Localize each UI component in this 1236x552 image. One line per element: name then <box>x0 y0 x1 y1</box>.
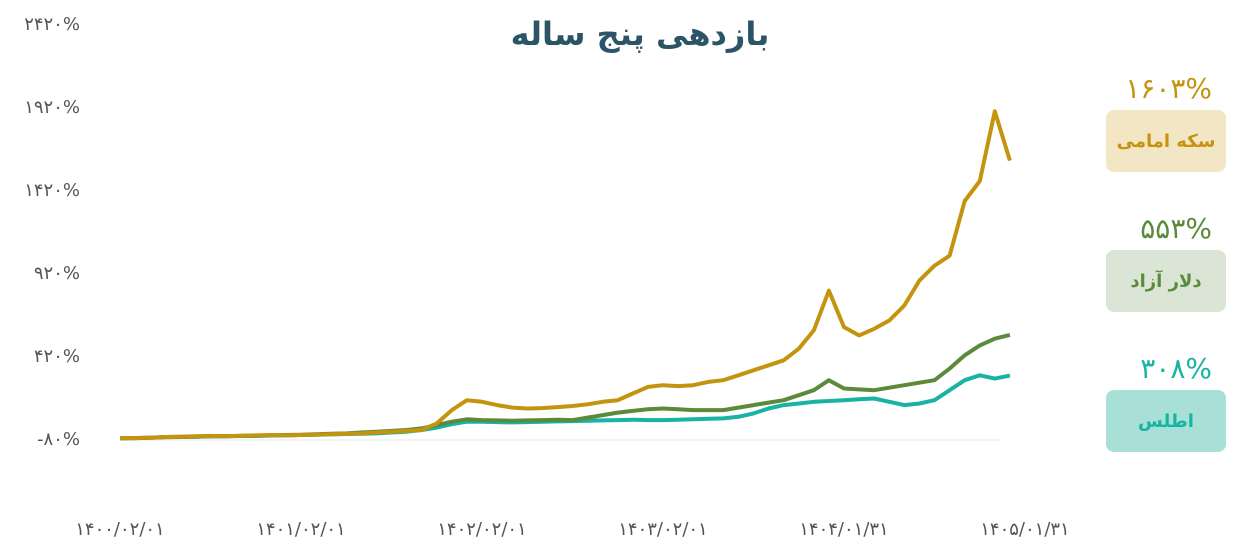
y-tick-label: ۲۴۲۰% <box>24 14 80 35</box>
end-value-label: ۱۶۰۳% <box>1125 72 1212 105</box>
chart-title: بازدهی پنج ساله <box>511 15 770 53</box>
legend-box <box>1106 390 1226 452</box>
legend-label: سکه امامی <box>1117 131 1216 152</box>
y-tick-label: -۸۰% <box>37 429 80 450</box>
x-tick-label: ۱۴۰۵/۰۱/۳۱ <box>980 519 1069 540</box>
x-tick-label: ۱۴۰۰/۰۲/۰۱ <box>75 519 164 540</box>
y-tick-label: ۹۲۰% <box>34 263 80 284</box>
y-tick-label: ۱۹۲۰% <box>24 97 80 118</box>
end-value-label: ۳۰۸% <box>1140 352 1212 385</box>
legend-box <box>1106 250 1226 312</box>
series-line <box>119 109 1012 441</box>
legend-label: دلار آزاد <box>1130 269 1201 292</box>
legend-label: اطلس <box>1138 411 1194 432</box>
x-tick-label: ۱۴۰۴/۰۱/۳۱ <box>799 519 888 540</box>
x-tick-label: ۱۴۰۳/۰۲/۰۱ <box>618 519 707 540</box>
x-tick-label: ۱۴۰۱/۰۲/۰۱ <box>256 519 345 540</box>
y-tick-label: ۱۴۲۰% <box>24 180 80 201</box>
x-tick-label: ۱۴۰۲/۰۲/۰۱ <box>437 519 526 540</box>
end-value-label: ۵۵۳% <box>1140 212 1212 245</box>
legend-box <box>1106 110 1226 172</box>
y-tick-label: ۴۲۰% <box>34 346 80 367</box>
